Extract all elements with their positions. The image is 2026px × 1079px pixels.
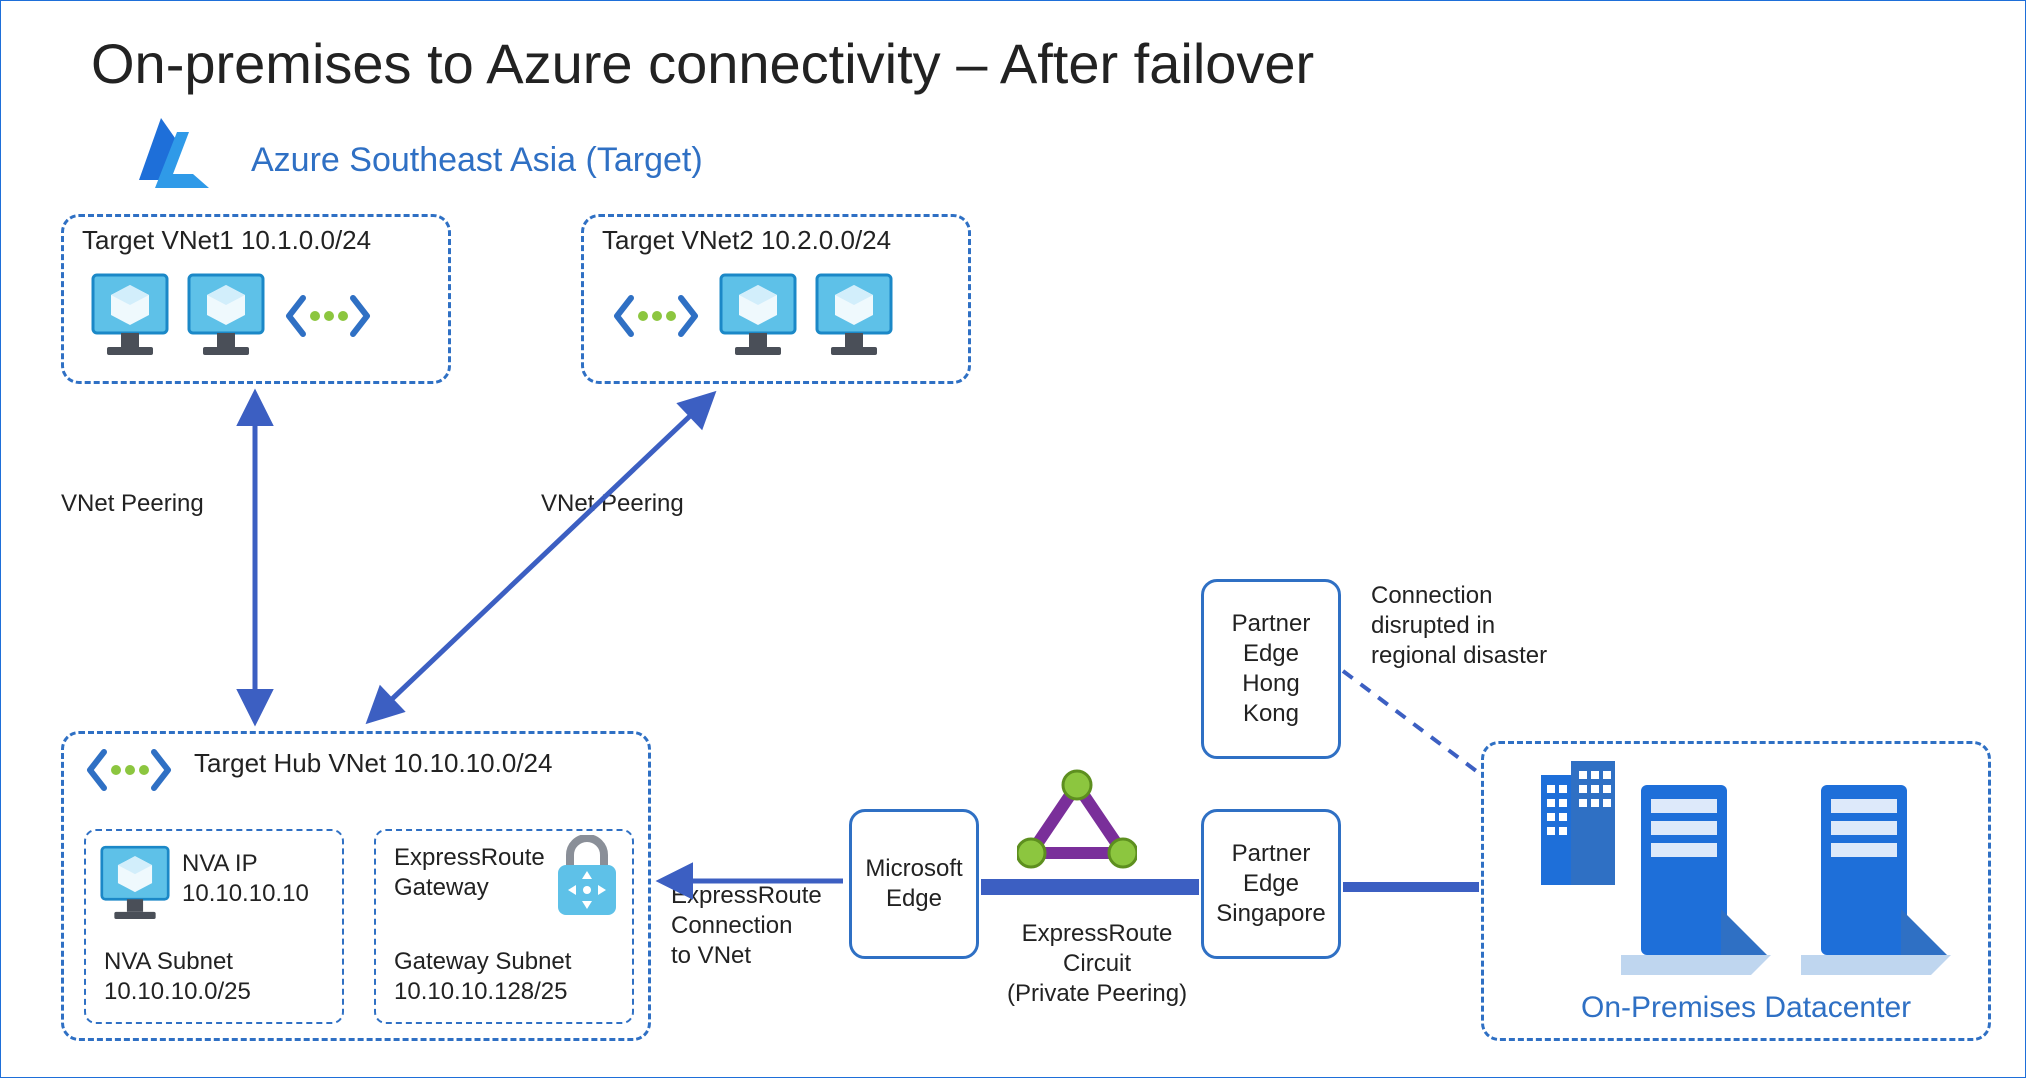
vm-icon [719,271,797,361]
vnet2-icons [611,271,893,361]
nva-ip-label: NVA IP 10.10.10.10 [182,849,309,909]
expressroute-circuit-icon [1017,769,1137,873]
partner-edge-sg-label: Partner Edge Singapore [1216,839,1325,929]
azure-logo-icon [131,114,221,194]
gateway-subnet-box: ExpressRoute Gateway Gateway Subnet 10.1… [374,829,634,1024]
peering-label-2: VNet Peering [541,489,684,519]
ms-edge-label: Microsoft Edge [865,854,962,914]
vm-icon [815,271,893,361]
vnet1-icons [91,271,373,361]
region-label: Azure Southeast Asia (Target) [251,141,703,180]
hub-box: Target Hub VNet 10.10.10.0/24 NVA IP 10.… [61,731,651,1041]
hub-title: Target Hub VNet 10.10.10.0/24 [194,748,552,779]
vm-icon [91,271,169,361]
ms-edge-node: Microsoft Edge [849,809,979,959]
server-icon [1621,779,1771,979]
er-circuit-label: ExpressRoute Circuit (Private Peering) [1007,919,1187,1009]
gateway-lock-icon [550,835,624,925]
vnet1-title: Target VNet1 10.1.0.0/24 [82,225,371,256]
gateway-label: ExpressRoute Gateway [394,843,545,903]
peering-icon [611,286,701,346]
vm-icon [187,271,265,361]
partner-edge-sg-node: Partner Edge Singapore [1201,809,1341,959]
onprem-label: On-Premises Datacenter [1581,991,1911,1025]
gateway-subnet-label: Gateway Subnet 10.10.10.128/25 [394,947,571,1007]
er-conn-label: ExpressRoute Connection to VNet [671,881,822,971]
disrupted-label: Connection disrupted in regional disaste… [1371,581,1547,671]
page-title: On-premises to Azure connectivity – Afte… [91,31,1314,96]
partner-edge-hk-node: Partner Edge Hong Kong [1201,579,1341,759]
peering-icon [283,286,373,346]
vm-icon [100,843,170,925]
peering-icon [84,740,174,800]
peering-label-1: VNet Peering [61,489,204,519]
partner-edge-hk-label: Partner Edge Hong Kong [1232,609,1311,729]
diagram-canvas: On-premises to Azure connectivity – Afte… [0,0,2026,1078]
building-icon [1531,761,1621,891]
vnet2-title: Target VNet2 10.2.0.0/24 [602,225,891,256]
server-icon [1801,779,1951,979]
nva-subnet-box: NVA IP 10.10.10.10 NVA Subnet 10.10.10.0… [84,829,344,1024]
nva-subnet-label: NVA Subnet 10.10.10.0/25 [104,947,251,1007]
